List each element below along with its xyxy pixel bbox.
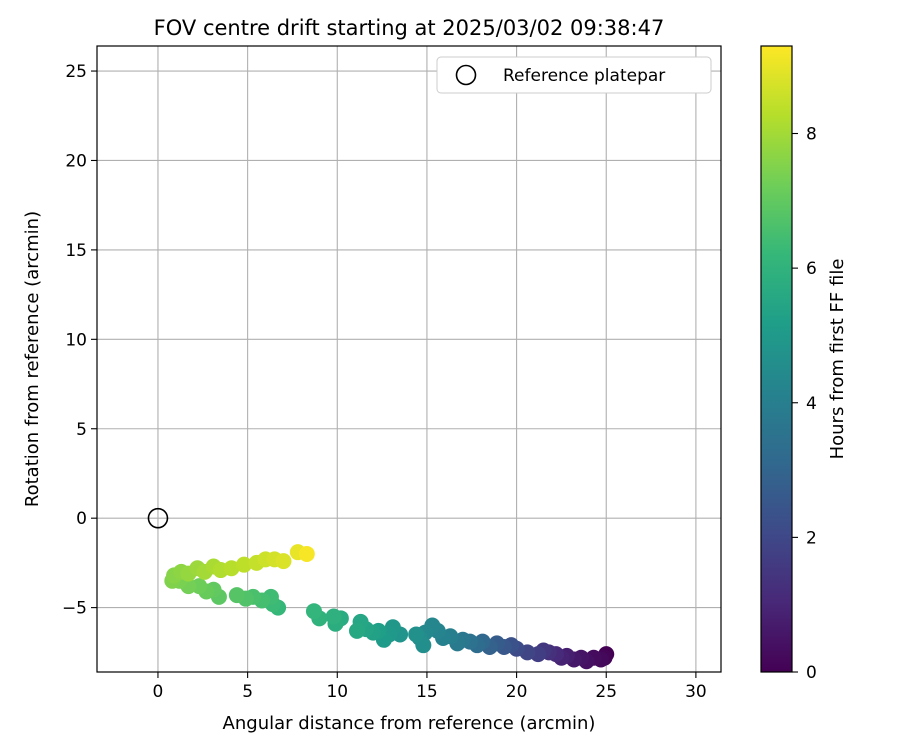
reference-point-group [147,507,169,529]
data-point [298,545,315,562]
x-tick-label: 20 [506,682,528,702]
x-tick-label: 10 [326,682,348,702]
x-tick-label: 5 [242,682,253,702]
data-point [236,556,253,573]
x-axis-ticks: 0 5 10 15 20 25 30 [153,672,707,702]
colorbar-label: Hours from first FF file [827,259,848,460]
chart-title: FOV centre drift starting at 2025/03/02 … [154,16,665,40]
x-tick-label: 30 [685,682,707,702]
colorbar-tick-label: 6 [806,259,817,279]
colorbar: 0 2 4 6 8 Hours from first FF file [760,45,848,683]
y-tick-label: 15 [65,241,87,261]
data-point [223,560,240,577]
colorbar-ticks: 0 2 4 6 8 [792,125,817,683]
legend-entry-reference-platepar: Reference platepar [503,66,665,86]
data-point [228,587,245,604]
colorbar-tick-label: 0 [806,663,817,683]
colorbar-gradient [761,46,792,672]
data-point [408,626,425,643]
data-point [325,608,342,625]
y-tick-label: 25 [65,62,87,82]
legend-marker-open-circle [455,64,477,86]
x-axis-label: Angular distance from reference (arcmin) [223,713,596,734]
y-tick-label: 10 [65,330,87,350]
y-axis-ticks: −5 0 5 10 15 20 25 [62,62,97,619]
y-tick-label: 20 [65,151,87,171]
y-tick-label: −5 [62,599,87,619]
x-tick-label: 25 [595,682,617,702]
colorbar-tick-label: 8 [806,125,817,145]
data-point [305,603,322,620]
colorbar-tick-label: 4 [806,394,817,414]
y-tick-label: 5 [76,420,87,440]
legend: Reference platepar [436,56,712,94]
x-tick-label: 0 [153,682,164,702]
legend-box [436,56,712,94]
plot-frame [96,45,722,673]
x-tick-label: 15 [416,682,438,702]
grid-lines [97,46,721,672]
colorbar-frame [760,45,793,673]
data-points [164,544,615,670]
y-axis-label: Rotation from reference (arcmin) [22,211,43,507]
colorbar-tick-label: 2 [806,528,817,548]
data-point [349,622,365,639]
y-tick-label: 0 [76,509,87,529]
reference-platepar-marker [147,507,169,529]
plot-area: 0 5 10 15 20 25 30 −5 0 5 10 15 20 25 [62,45,722,702]
data-point [275,553,292,570]
